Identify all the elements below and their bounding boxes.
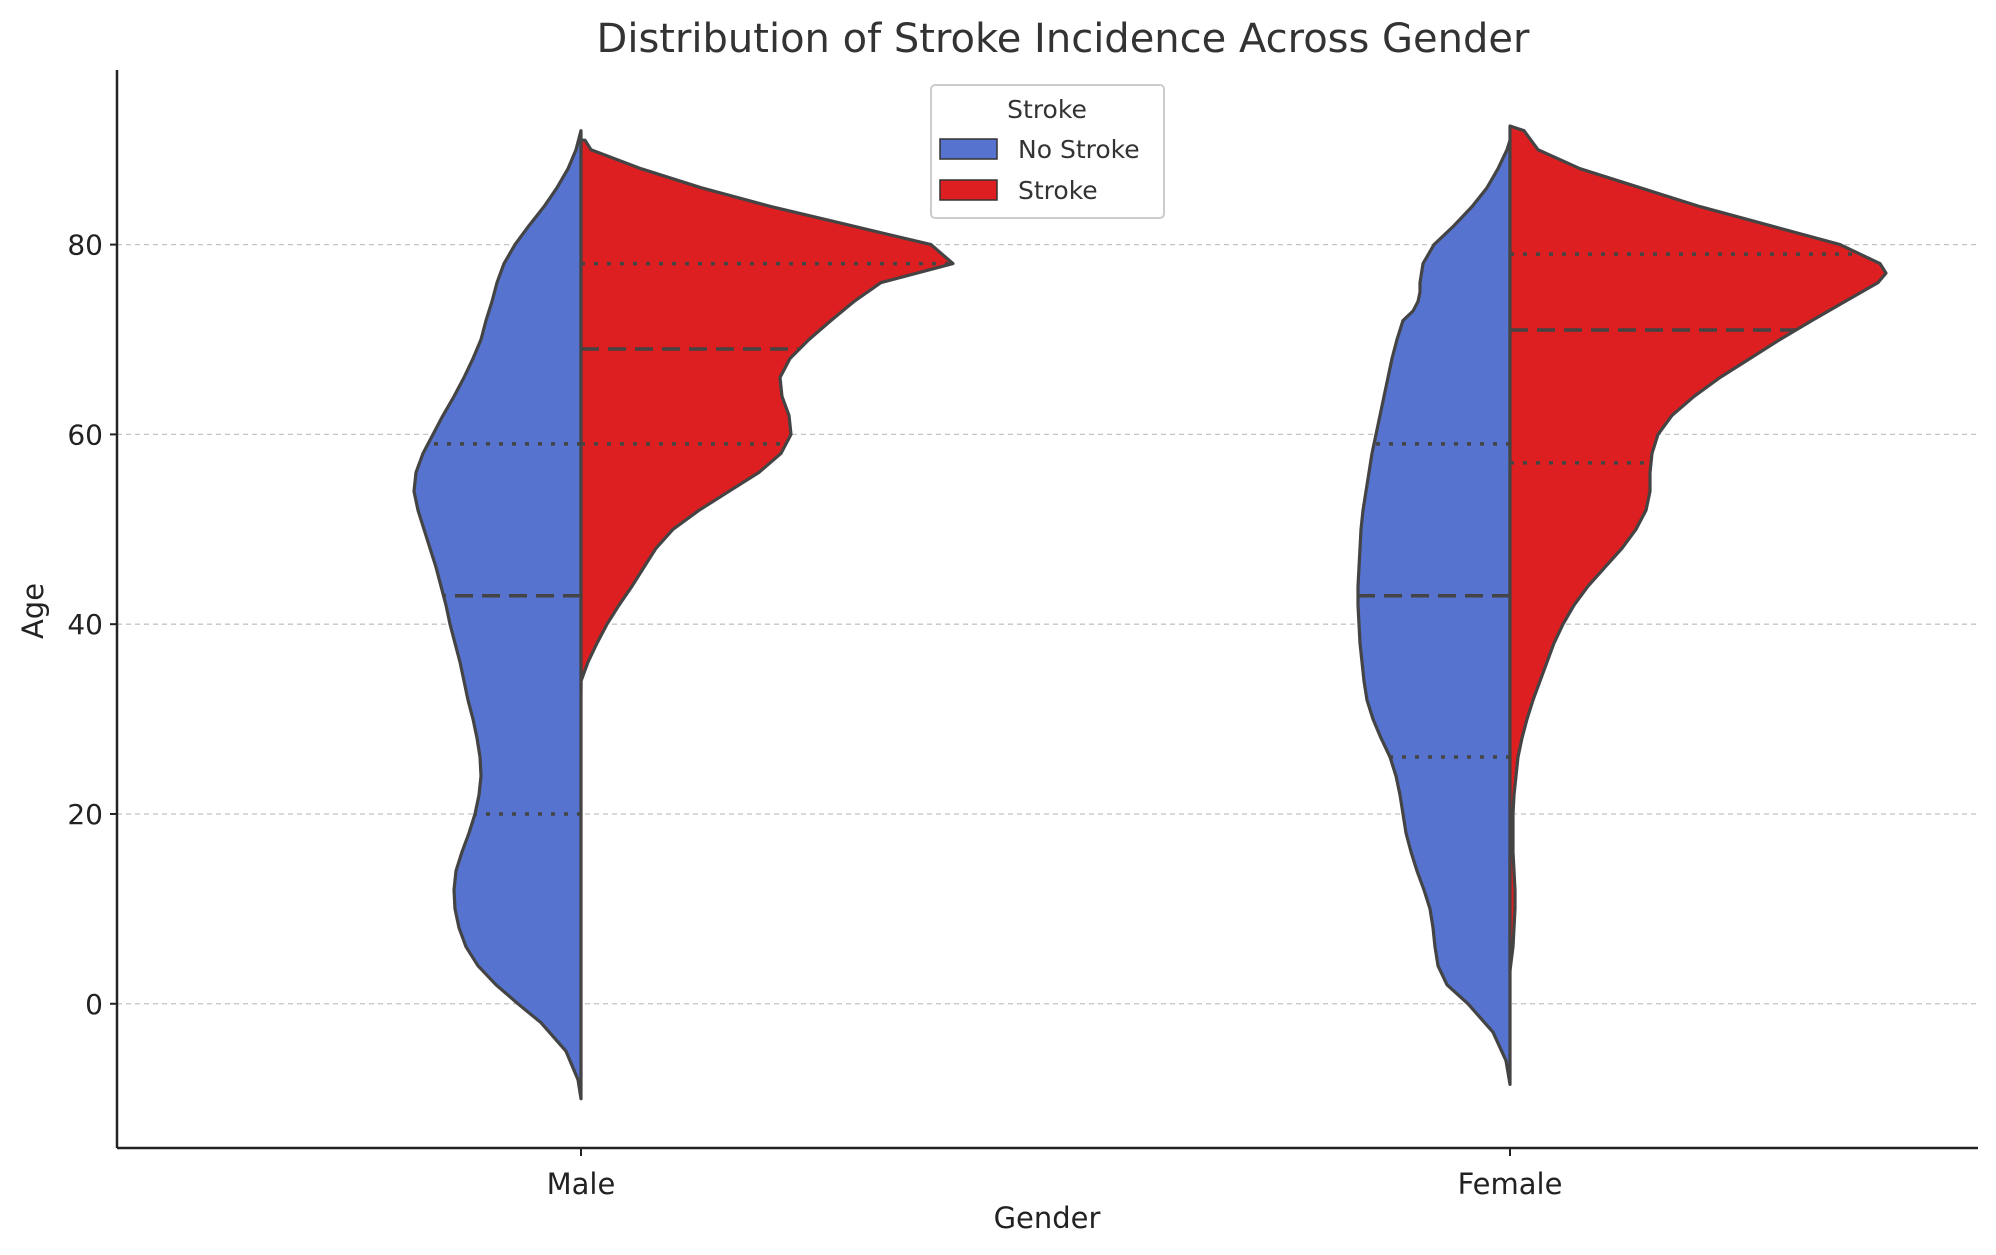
y-gridlines [117, 243, 1978, 1005]
violin-female-no-stroke [1356, 138, 1512, 1086]
violins [412, 124, 1888, 1101]
legend-label-no-stroke: No Stroke [1018, 135, 1140, 164]
legend-swatch-no-stroke [939, 138, 998, 160]
quartile-lines [428, 252, 1860, 816]
x-tick-label-male: Male [547, 1167, 616, 1201]
legend-swatch-stroke [939, 179, 998, 201]
x-ticks: Male Female [547, 1148, 1563, 1201]
chart-title: Distribution of Stroke Incidence Across … [597, 16, 1530, 62]
x-tick-label-female: Female [1458, 1167, 1563, 1201]
violin-male-no-stroke [412, 129, 583, 1101]
y-axis-label: Age [16, 583, 50, 639]
violin-male-stroke [579, 138, 955, 693]
y-tick-label-20: 20 [67, 798, 103, 831]
legend-label-stroke: Stroke [1018, 176, 1098, 205]
y-tick-label-40: 40 [67, 608, 103, 641]
y-tick-label-0: 0 [85, 988, 103, 1021]
violin-female-stroke [1508, 124, 1888, 973]
y-ticks: 0 20 40 60 80 [67, 229, 117, 1021]
x-axis-label: Gender [994, 1201, 1101, 1235]
y-tick-label-60: 60 [67, 418, 103, 451]
legend: Stroke No Stroke Stroke [930, 84, 1165, 219]
legend-title: Stroke [1007, 95, 1087, 124]
y-tick-label-80: 80 [67, 229, 103, 262]
